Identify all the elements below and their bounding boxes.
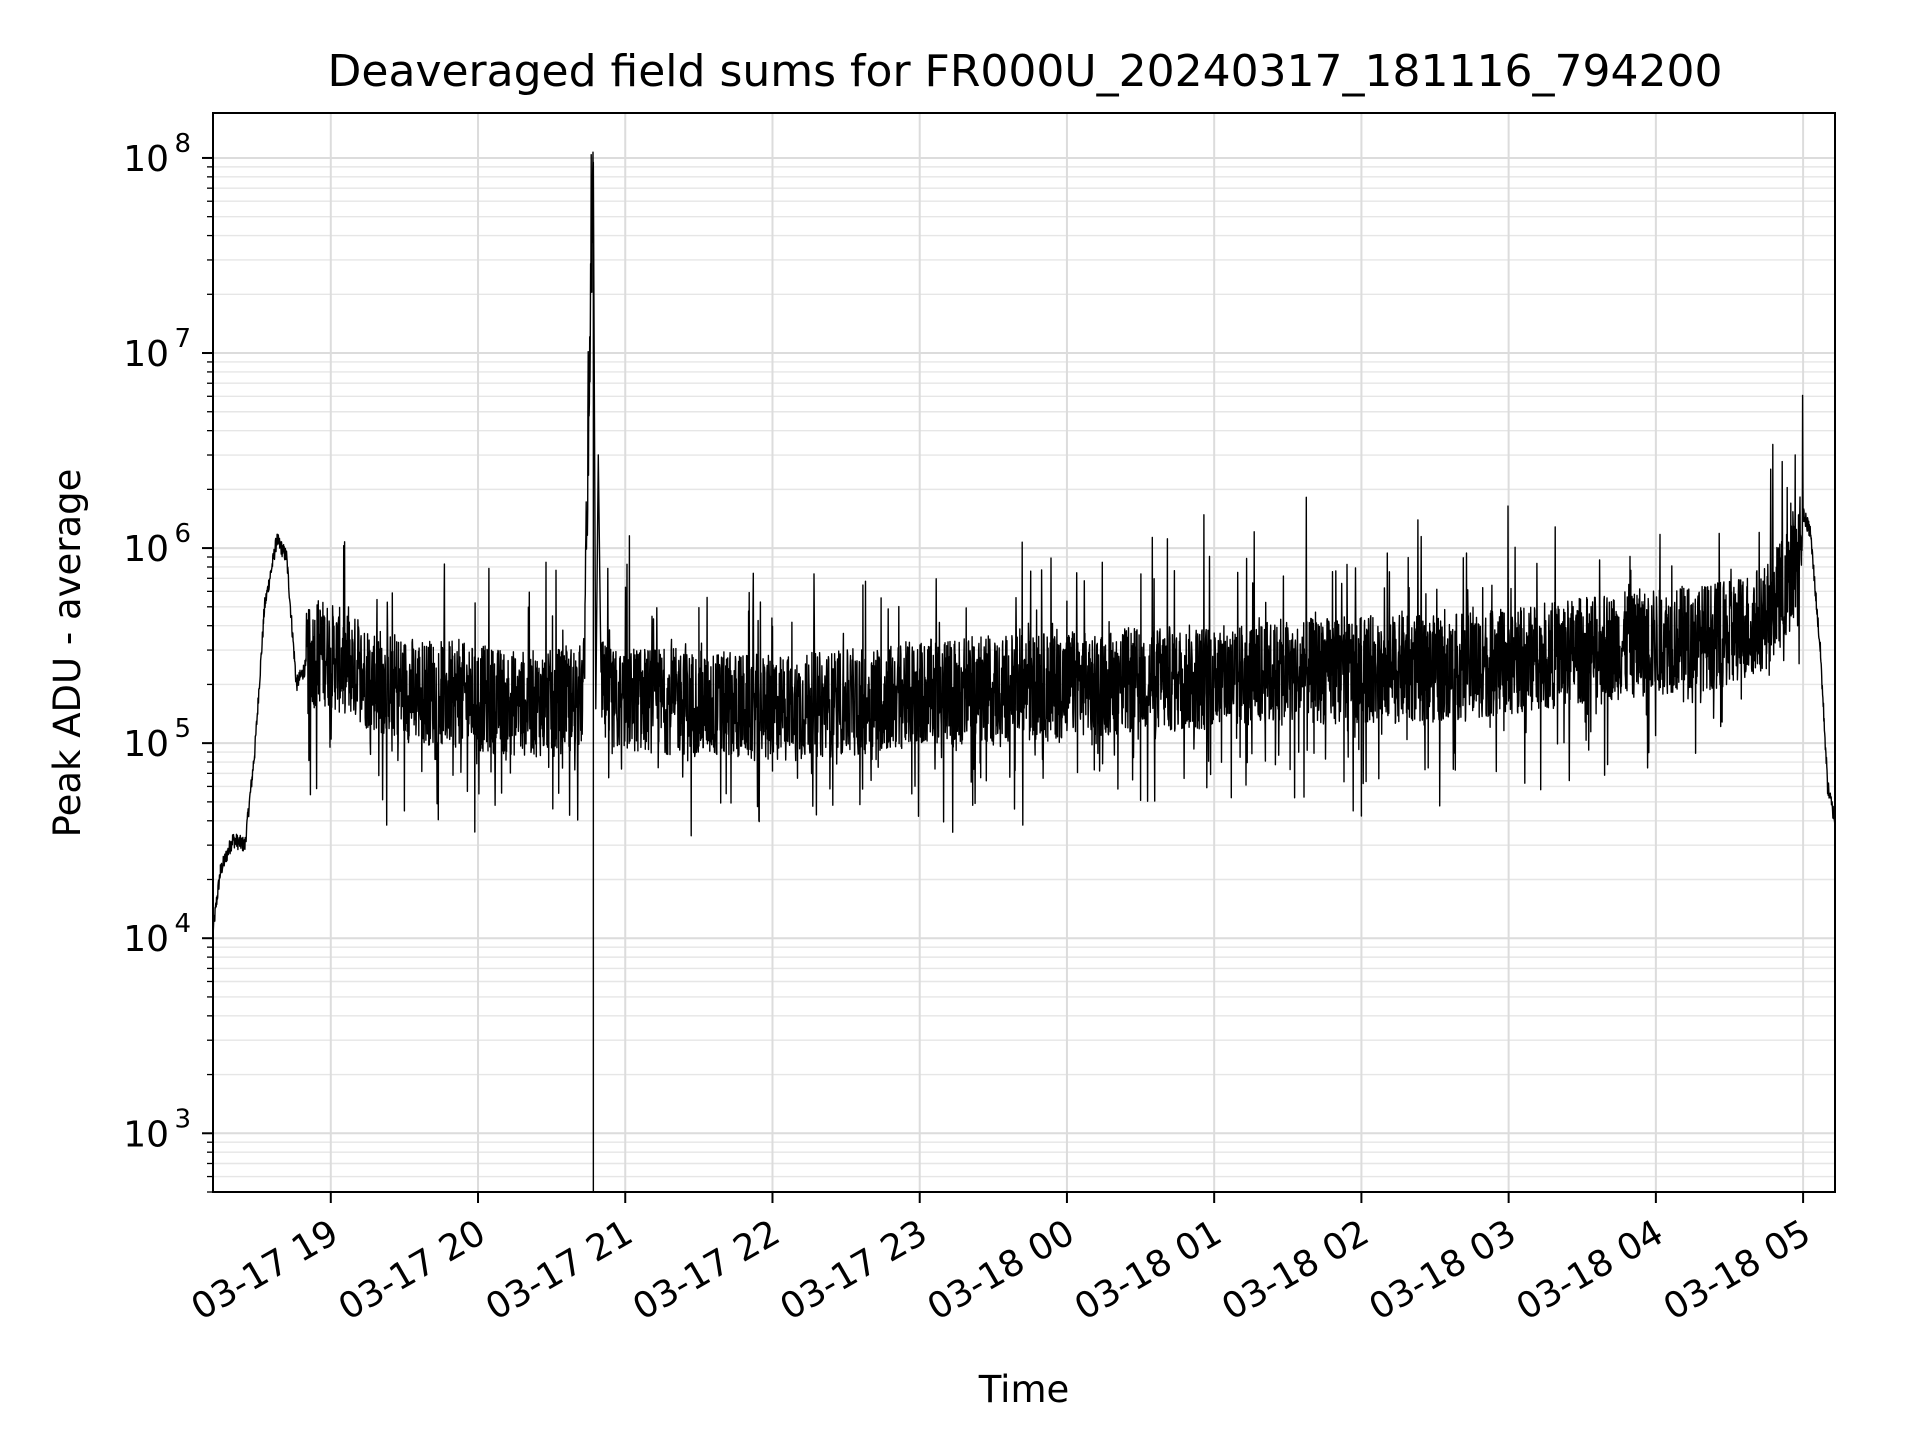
y-tick-label: 10 bbox=[123, 724, 169, 765]
y-tick-label: 10 bbox=[123, 1114, 169, 1155]
y-tick-exponent: 8 bbox=[174, 129, 191, 159]
x-tick-label: 03-18 03 bbox=[1362, 1212, 1523, 1328]
x-axis-label: Time bbox=[978, 1368, 1070, 1411]
x-tick-label: 03-17 21 bbox=[479, 1212, 640, 1328]
plot-frame bbox=[212, 112, 1836, 1193]
y-tick-exponent: 3 bbox=[174, 1104, 191, 1134]
x-tick-label: 03-18 01 bbox=[1068, 1212, 1229, 1328]
tick-marks bbox=[202, 156, 1805, 1203]
x-tick-label: 03-18 04 bbox=[1510, 1212, 1671, 1328]
y-axis-label: Peak ADU - average bbox=[46, 469, 89, 838]
series-layer bbox=[213, 151, 1835, 1192]
y-tick-label: 10 bbox=[123, 334, 169, 375]
y-tick-exponent: 7 bbox=[174, 324, 191, 354]
y-tick-label: 10 bbox=[123, 139, 169, 180]
chart-title: Deaveraged field sums for FR000U_2024031… bbox=[328, 46, 1723, 97]
y-tick-exponent: 6 bbox=[174, 519, 191, 549]
x-tick-label: 03-17 22 bbox=[626, 1212, 787, 1328]
x-tick-label: 03-17 19 bbox=[185, 1212, 346, 1328]
y-tick-label: 10 bbox=[123, 919, 169, 960]
x-tick-label: 03-18 02 bbox=[1215, 1212, 1376, 1328]
y-tick-label: 10 bbox=[123, 529, 169, 570]
x-tick-label: 03-18 05 bbox=[1657, 1212, 1818, 1328]
x-tick-label: 03-17 23 bbox=[774, 1212, 935, 1328]
y-tick-exponent: 4 bbox=[174, 909, 191, 939]
series-line bbox=[213, 151, 1835, 932]
x-tick-label: 03-18 00 bbox=[921, 1212, 1082, 1328]
x-tick-label: 03-17 20 bbox=[332, 1212, 493, 1328]
y-tick-exponent: 5 bbox=[174, 714, 191, 744]
